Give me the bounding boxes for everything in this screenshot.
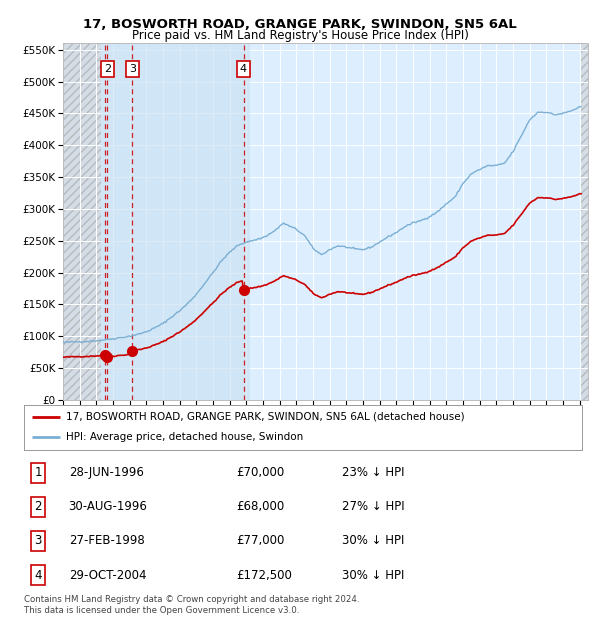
Bar bbox=[63, 43, 101, 400]
Text: £70,000: £70,000 bbox=[236, 466, 284, 479]
Text: HPI: Average price, detached house, Swindon: HPI: Average price, detached house, Swin… bbox=[66, 432, 303, 443]
Text: 2: 2 bbox=[34, 500, 42, 513]
Text: Contains HM Land Registry data © Crown copyright and database right 2024.
This d: Contains HM Land Registry data © Crown c… bbox=[24, 595, 359, 614]
Text: 4: 4 bbox=[34, 569, 42, 582]
Text: 27% ↓ HPI: 27% ↓ HPI bbox=[342, 500, 404, 513]
Text: 30% ↓ HPI: 30% ↓ HPI bbox=[342, 569, 404, 582]
Text: 1: 1 bbox=[34, 466, 42, 479]
Text: Price paid vs. HM Land Registry's House Price Index (HPI): Price paid vs. HM Land Registry's House … bbox=[131, 29, 469, 42]
Bar bbox=[580, 43, 596, 400]
Text: £68,000: £68,000 bbox=[236, 500, 284, 513]
Text: 17, BOSWORTH ROAD, GRANGE PARK, SWINDON, SN5 6AL: 17, BOSWORTH ROAD, GRANGE PARK, SWINDON,… bbox=[83, 19, 517, 31]
Text: 30-AUG-1996: 30-AUG-1996 bbox=[68, 500, 148, 513]
Text: 23% ↓ HPI: 23% ↓ HPI bbox=[342, 466, 404, 479]
Text: 29-OCT-2004: 29-OCT-2004 bbox=[68, 569, 146, 582]
Text: 2: 2 bbox=[104, 64, 111, 74]
Text: £77,000: £77,000 bbox=[236, 534, 284, 547]
Text: 28-JUN-1996: 28-JUN-1996 bbox=[68, 466, 143, 479]
Text: 30% ↓ HPI: 30% ↓ HPI bbox=[342, 534, 404, 547]
Text: 3: 3 bbox=[34, 534, 41, 547]
Text: 3: 3 bbox=[129, 64, 136, 74]
Text: 27-FEB-1998: 27-FEB-1998 bbox=[68, 534, 145, 547]
Text: 4: 4 bbox=[240, 64, 247, 74]
Text: 17, BOSWORTH ROAD, GRANGE PARK, SWINDON, SN5 6AL (detached house): 17, BOSWORTH ROAD, GRANGE PARK, SWINDON,… bbox=[66, 412, 464, 422]
Text: £172,500: £172,500 bbox=[236, 569, 292, 582]
Bar bbox=[101, 43, 250, 400]
